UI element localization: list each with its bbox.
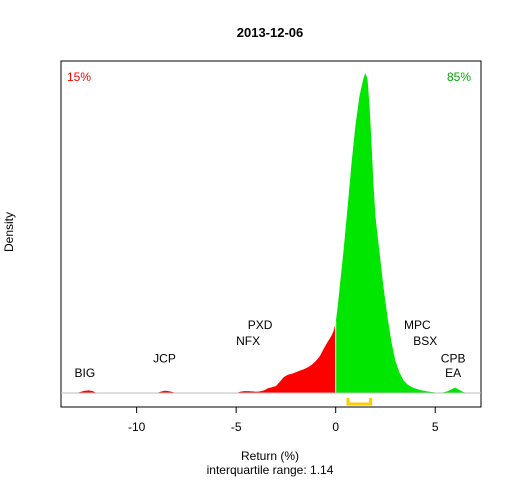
x-axis-label: Return (%): [241, 449, 299, 463]
x-tick-label: 0: [332, 420, 339, 434]
chart-title: 2013-12-06: [237, 25, 304, 40]
iqr-subtitle: interquartile range: 1.14: [207, 463, 334, 477]
stock-label-big: BIG: [75, 366, 96, 380]
x-tick-label: -5: [231, 420, 242, 434]
x-tick-label: -10: [128, 420, 146, 434]
x-tick-label: 5: [432, 420, 439, 434]
stock-label-mpc: MPC: [404, 318, 431, 332]
stock-label-bsx: BSX: [413, 334, 437, 348]
plot-frame: [60, 60, 482, 408]
stock-label-cpb: CPB: [441, 352, 466, 366]
density-area-negative: [76, 322, 336, 393]
pct-positive-label: 85%: [447, 70, 471, 84]
stock-label-nfx: NFX: [236, 334, 260, 348]
stock-label-ea: EA: [445, 366, 461, 380]
stock-label-pxd: PXD: [248, 318, 273, 332]
x-axis: -10 -5 0 5: [128, 407, 439, 434]
iqr-bracket: [346, 398, 373, 406]
pct-negative-label: 15%: [67, 70, 91, 84]
stock-label-jcp: JCP: [153, 352, 176, 366]
density-area-positive: [335, 73, 475, 393]
y-axis-label: Density: [2, 212, 16, 252]
